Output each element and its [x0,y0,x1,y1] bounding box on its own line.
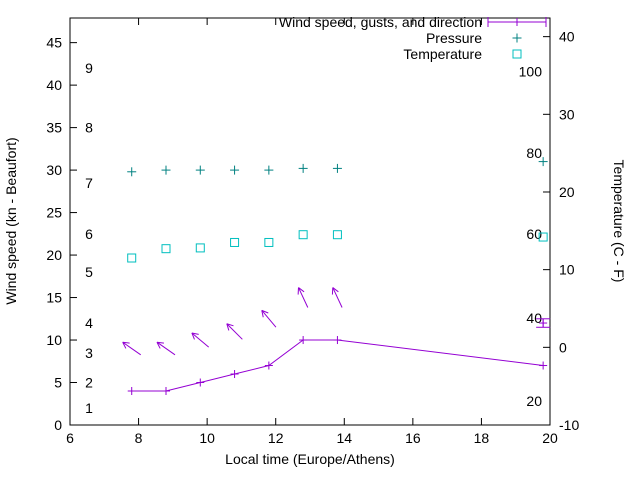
temperature-marker [230,237,240,247]
temperature-marker [538,232,548,242]
fahrenheit-label: 40 [526,310,542,326]
wind-direction-arrowhead [191,332,195,340]
y-right-tick-label: 0 [559,339,567,355]
y-left-tick-label: 5 [54,375,62,391]
beaufort-label: 6 [85,226,93,242]
y-left-tick-label: 25 [46,205,62,221]
beaufort-label: 8 [85,120,93,136]
temperature-marker [332,230,342,240]
wind-direction-arrowhead [122,341,130,344]
chart-generated-layer: 6 8 10 12 14 16 18 2005101520253035404512345678… [46,17,579,446]
x-tick-label: 10 [199,430,215,446]
temperature-marker [161,244,171,254]
wind-direction-arrowhead [122,341,127,349]
wind-direction-arrowhead [298,287,305,293]
x-tick-label: 20 [542,430,558,446]
temperature-marker [195,243,205,253]
wind-direction-arrow [298,287,309,308]
wind-direction-arrowhead [332,287,339,293]
beaufort-label: 3 [85,345,93,361]
y-left-tick-label: 15 [46,290,62,306]
beaufort-label: 7 [85,175,93,191]
y-left-tick-label: 35 [46,120,62,136]
legend-sample-temperature-marker [512,49,522,59]
wind-direction-arrow [191,332,210,348]
wind-direction-arrowhead [261,309,269,314]
beaufort-label: 4 [85,315,93,331]
plot-frame [69,17,551,426]
y-left-tick-label: 30 [46,162,62,178]
y-right-tick-label: 10 [559,262,575,278]
beaufort-label: 2 [85,375,93,391]
y-right-tick-label: 30 [559,106,575,122]
y-right-tick-label: 20 [559,184,575,200]
fahrenheit-label: 20 [526,393,542,409]
wind-direction-arrowhead [226,323,234,327]
x-tick-label: 6 [66,430,74,446]
wind-direction-arrow [332,287,343,308]
x-axis-title: Local time (Europe/Athens) [225,451,395,467]
y-right-tick-label: -10 [559,417,579,433]
y-left-tick-label: 10 [46,332,62,348]
legend-label-wind: Wind speed, gusts, and direction [279,14,482,30]
beaufort-label: 9 [85,60,93,76]
y-left-tick-label: 0 [54,417,62,433]
fahrenheit-label: 100 [519,64,543,80]
y-right-tick-label: 40 [559,29,575,45]
beaufort-label: 5 [85,264,93,280]
wind-direction-arrowhead [191,332,199,335]
y-right-axis-title: Temperature (C - F) [611,160,627,283]
fahrenheit-label: 60 [526,226,542,242]
x-tick-label: 12 [268,430,284,446]
wind-direction-arrowhead [156,341,161,349]
wind-direction-arrowhead [156,341,164,344]
x-tick-label: 18 [474,430,490,446]
y-left-axis-title: Wind speed (kn - Beaufort) [3,137,19,304]
temperature-marker [264,237,274,247]
x-tick-label: 14 [336,430,352,446]
wind-speed-line [131,339,544,392]
wind-direction-arrowhead [261,310,264,318]
wind-direction-arrow [156,341,176,356]
y-left-tick-label: 20 [46,247,62,263]
wind-direction-arrow [261,310,277,328]
y-left-tick-label: 40 [46,77,62,93]
wind-direction-arrowhead [226,323,230,331]
legend-label-temperature: Temperature [403,46,482,62]
x-tick-label: 8 [135,430,143,446]
beaufort-label: 1 [85,400,93,416]
y-left-tick-label: 45 [46,35,62,51]
temperature-marker [127,253,137,263]
fahrenheit-label: 80 [526,145,542,161]
wind-direction-arrow [122,341,142,356]
temperature-marker [298,230,308,240]
legend-label-pressure: Pressure [426,30,482,46]
wind-direction-arrow [226,323,243,340]
x-tick-label: 16 [405,430,421,446]
